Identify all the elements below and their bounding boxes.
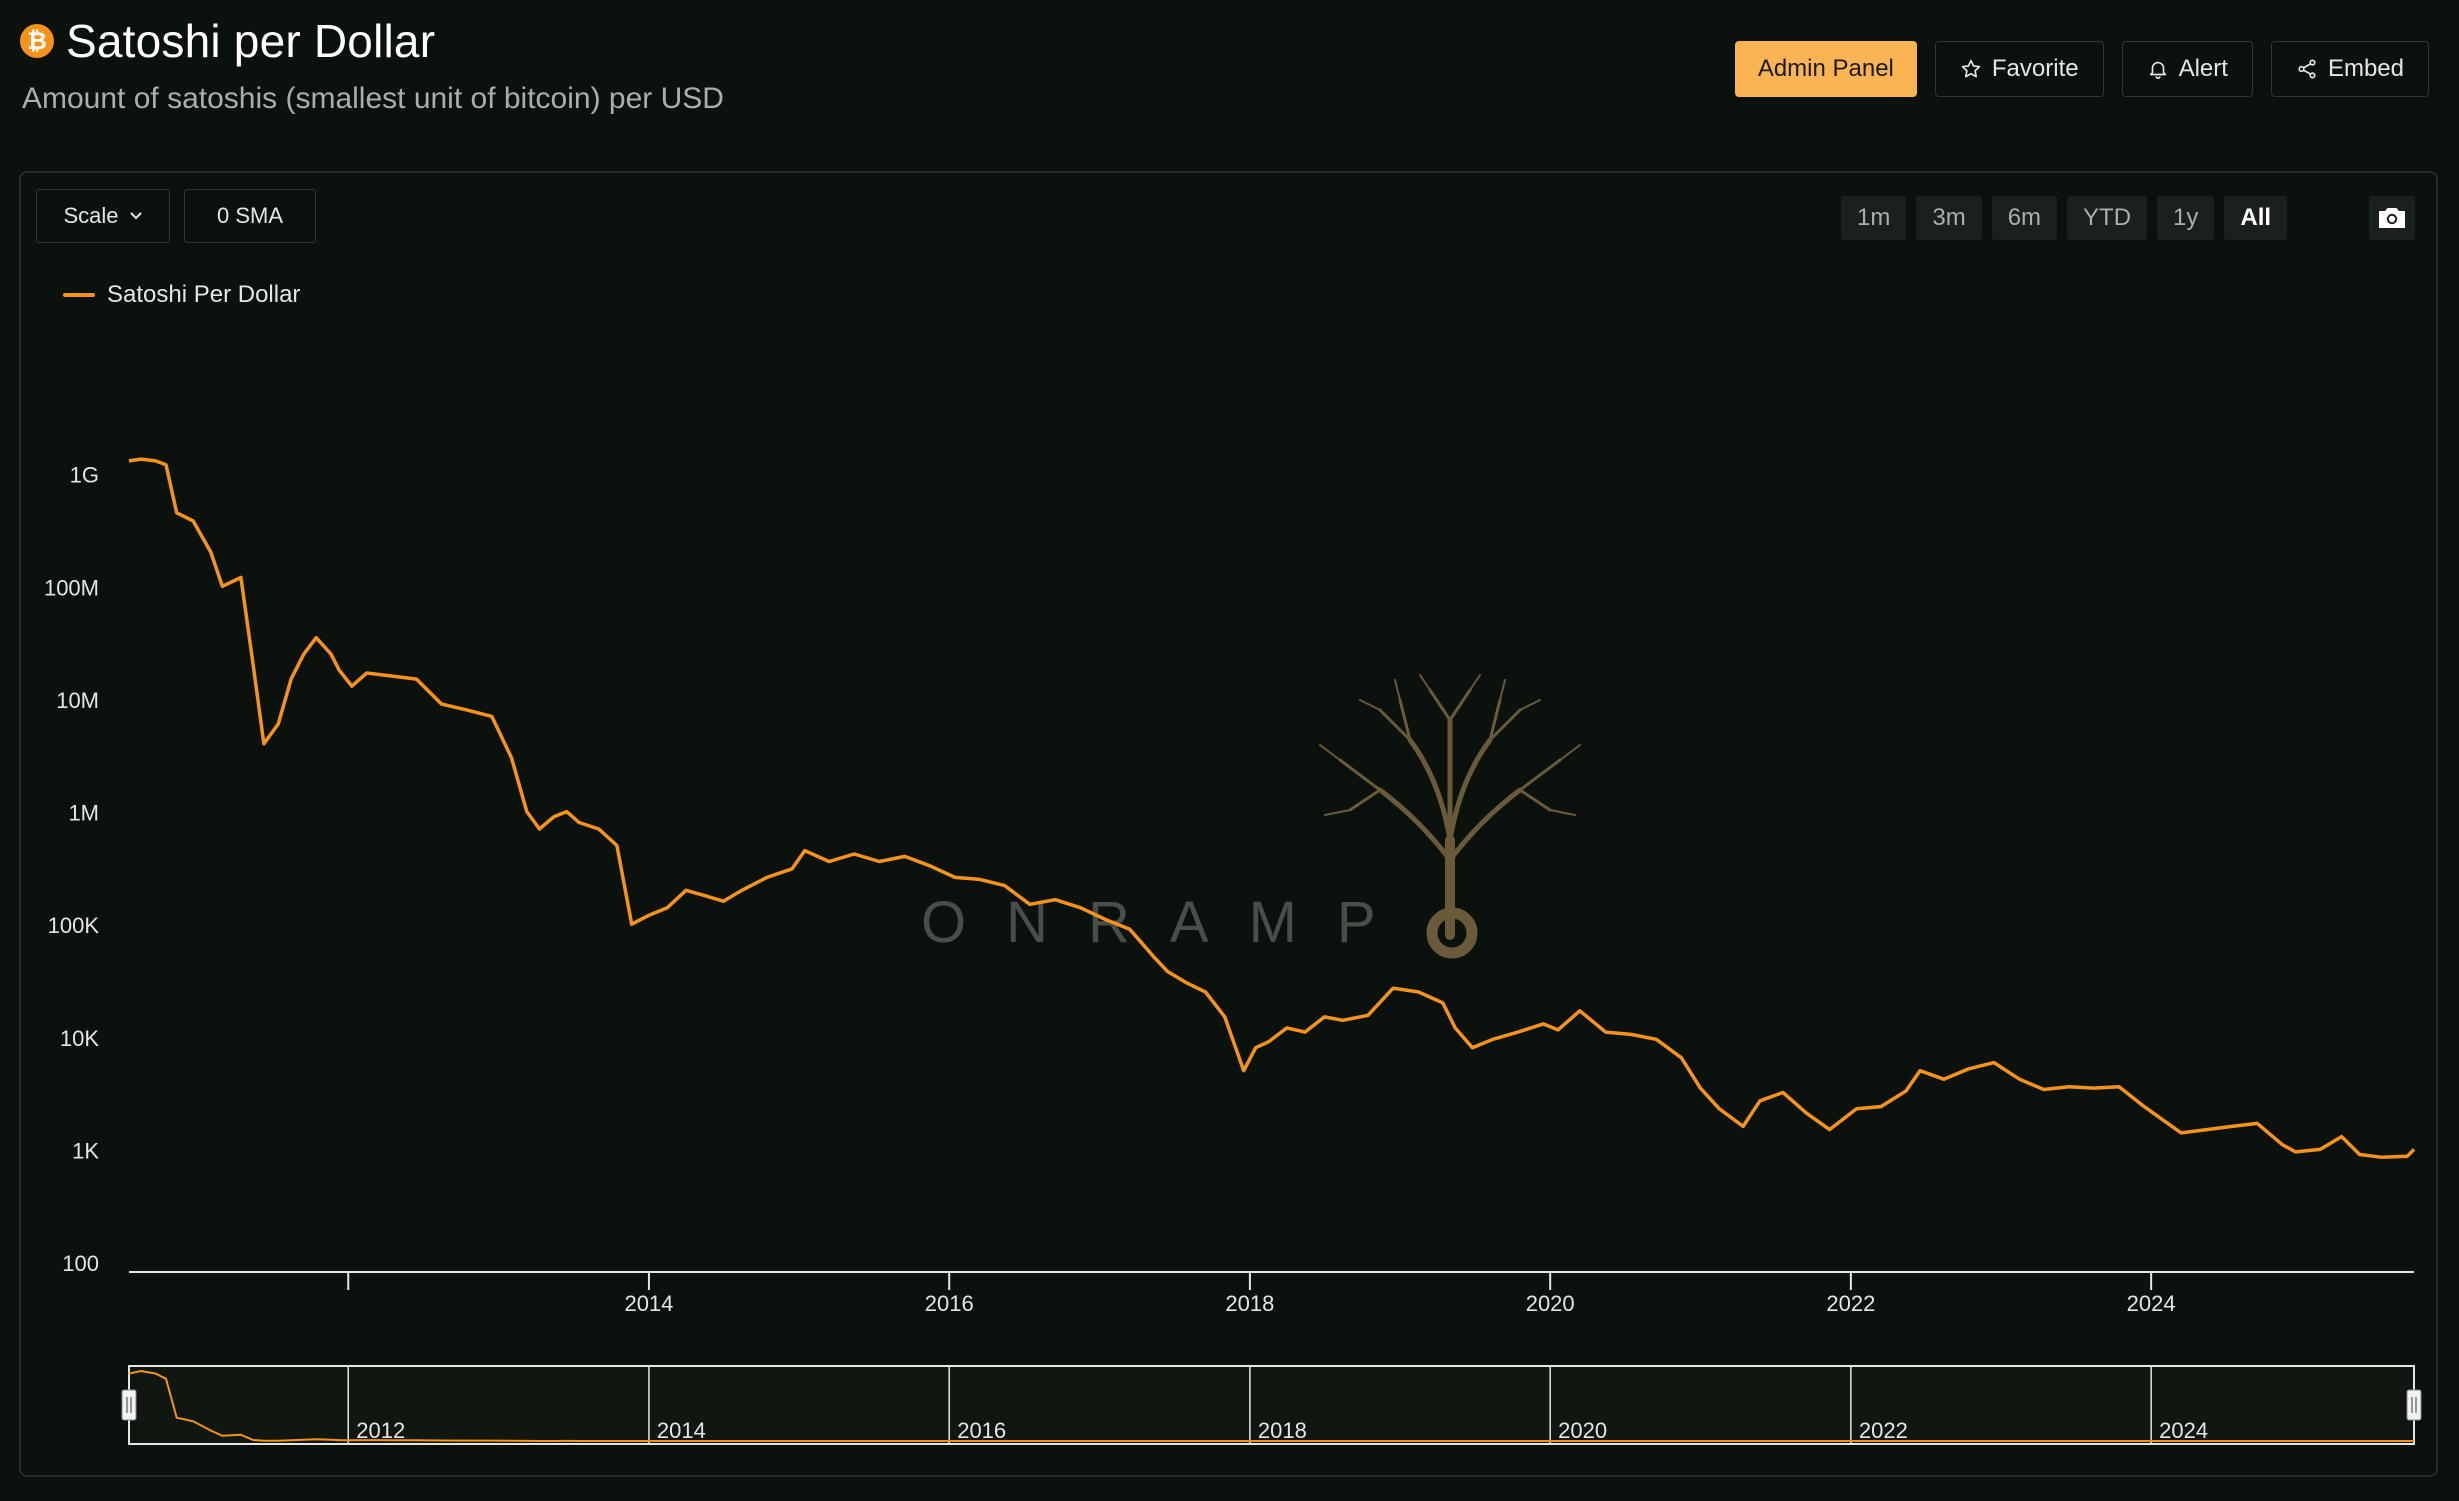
legend-label: Satoshi Per Dollar bbox=[107, 281, 301, 308]
y-tick-label: 10M bbox=[56, 688, 99, 713]
x-tick-label: 2020 bbox=[1526, 1291, 1575, 1316]
scale-dropdown[interactable]: Scale bbox=[36, 189, 170, 243]
page-title: Satoshi per Dollar bbox=[66, 15, 436, 67]
y-tick-label: 1M bbox=[68, 801, 99, 826]
x-tick-label: 2018 bbox=[1225, 1291, 1274, 1316]
x-axis: 2014 2016 2018 2020 2022 2024 bbox=[129, 1271, 2414, 1316]
embed-button[interactable]: Embed bbox=[2270, 41, 2429, 97]
y-tick-label: 100M bbox=[44, 575, 99, 600]
alert-label: Alert bbox=[2178, 55, 2228, 82]
admin-panel-button[interactable]: Admin Panel bbox=[1734, 41, 1917, 97]
range-3m-button[interactable]: 3m bbox=[1916, 196, 1982, 240]
alert-button[interactable]: Alert bbox=[2121, 41, 2253, 97]
tree-icon bbox=[1319, 674, 1581, 940]
range-1m-button[interactable]: 1m bbox=[1841, 196, 1907, 240]
header-actions: Admin Panel Favorite Alert Embed bbox=[1734, 41, 2429, 97]
x-tick-label: 2024 bbox=[2127, 1291, 2176, 1316]
range-selector: 1m 3m 6m YTD 1y All bbox=[1841, 196, 2288, 240]
navigator-tick-label: 2018 bbox=[1258, 1418, 1307, 1443]
bell-icon bbox=[2149, 61, 2166, 79]
screenshot-button[interactable] bbox=[2369, 196, 2415, 240]
range-ytd-button[interactable]: YTD bbox=[2067, 196, 2148, 240]
y-tick-label: 10K bbox=[60, 1026, 99, 1051]
range-1y-button[interactable]: 1y bbox=[2157, 196, 2215, 240]
embed-label: Embed bbox=[2327, 55, 2404, 82]
favorite-label: Favorite bbox=[1991, 55, 2079, 82]
x-tick-label: 2014 bbox=[624, 1291, 673, 1316]
navigator[interactable]: 2012 2014 2016 2018 2020 2022 2024 bbox=[121, 1365, 2422, 1445]
sma-button[interactable]: 0 SMA bbox=[184, 189, 316, 243]
chevron-down-icon bbox=[129, 212, 142, 220]
chart-legend[interactable]: Satoshi Per Dollar bbox=[63, 281, 300, 309]
navigator-tick-label: 2022 bbox=[1859, 1418, 1908, 1443]
scale-label: Scale bbox=[63, 203, 119, 228]
y-tick-label: 100 bbox=[62, 1251, 99, 1276]
navigator-tick-label: 2014 bbox=[657, 1418, 706, 1443]
x-tick-label: 2016 bbox=[925, 1291, 974, 1316]
admin-panel-label: Admin Panel bbox=[1757, 55, 1894, 82]
camera-icon bbox=[2379, 208, 2405, 228]
y-tick-label: 100K bbox=[48, 913, 100, 938]
navigator-tick-label: 2020 bbox=[1558, 1418, 1607, 1443]
series-line-satoshi-per-dollar[interactable] bbox=[128, 457, 2416, 1160]
y-tick-label: 1G bbox=[70, 463, 99, 488]
navigator-tick-label: 2016 bbox=[957, 1418, 1006, 1443]
y-tick-label: 1K bbox=[72, 1138, 99, 1163]
navigator-tick-label: 2024 bbox=[2159, 1418, 2208, 1443]
watermark: ONRAMP bbox=[921, 674, 1581, 959]
title-row: ₿ Satoshi per Dollar bbox=[20, 14, 435, 68]
watermark-ring-icon bbox=[1426, 907, 1478, 959]
share-icon bbox=[2298, 59, 2316, 79]
x-tick-label: 2022 bbox=[1826, 1291, 1875, 1316]
navigator-left-handle[interactable] bbox=[121, 1389, 137, 1421]
star-icon bbox=[1961, 59, 1981, 78]
navigator-right-handle[interactable] bbox=[2406, 1389, 2422, 1421]
y-axis: 1G 100M 10M 1M 100K 10K 1K 100 bbox=[44, 463, 99, 1276]
range-all-button[interactable]: All bbox=[2224, 196, 2288, 240]
chart-panel: Scale 0 SMA 1m 3m 6m YTD 1y All Satoshi … bbox=[19, 171, 2438, 1477]
range-6m-button[interactable]: 6m bbox=[1991, 196, 2058, 240]
navigator-tick-label: 2012 bbox=[356, 1418, 405, 1443]
sma-label: 0 SMA bbox=[216, 203, 284, 228]
legend-swatch bbox=[63, 293, 95, 297]
favorite-button[interactable]: Favorite bbox=[1934, 41, 2104, 97]
watermark-text: ONRAMP bbox=[921, 890, 1416, 955]
navigator-series-line bbox=[128, 1369, 2414, 1442]
page-subtitle: Amount of satoshis (smallest unit of bit… bbox=[22, 82, 724, 115]
bitcoin-icon: ₿ bbox=[20, 24, 54, 58]
